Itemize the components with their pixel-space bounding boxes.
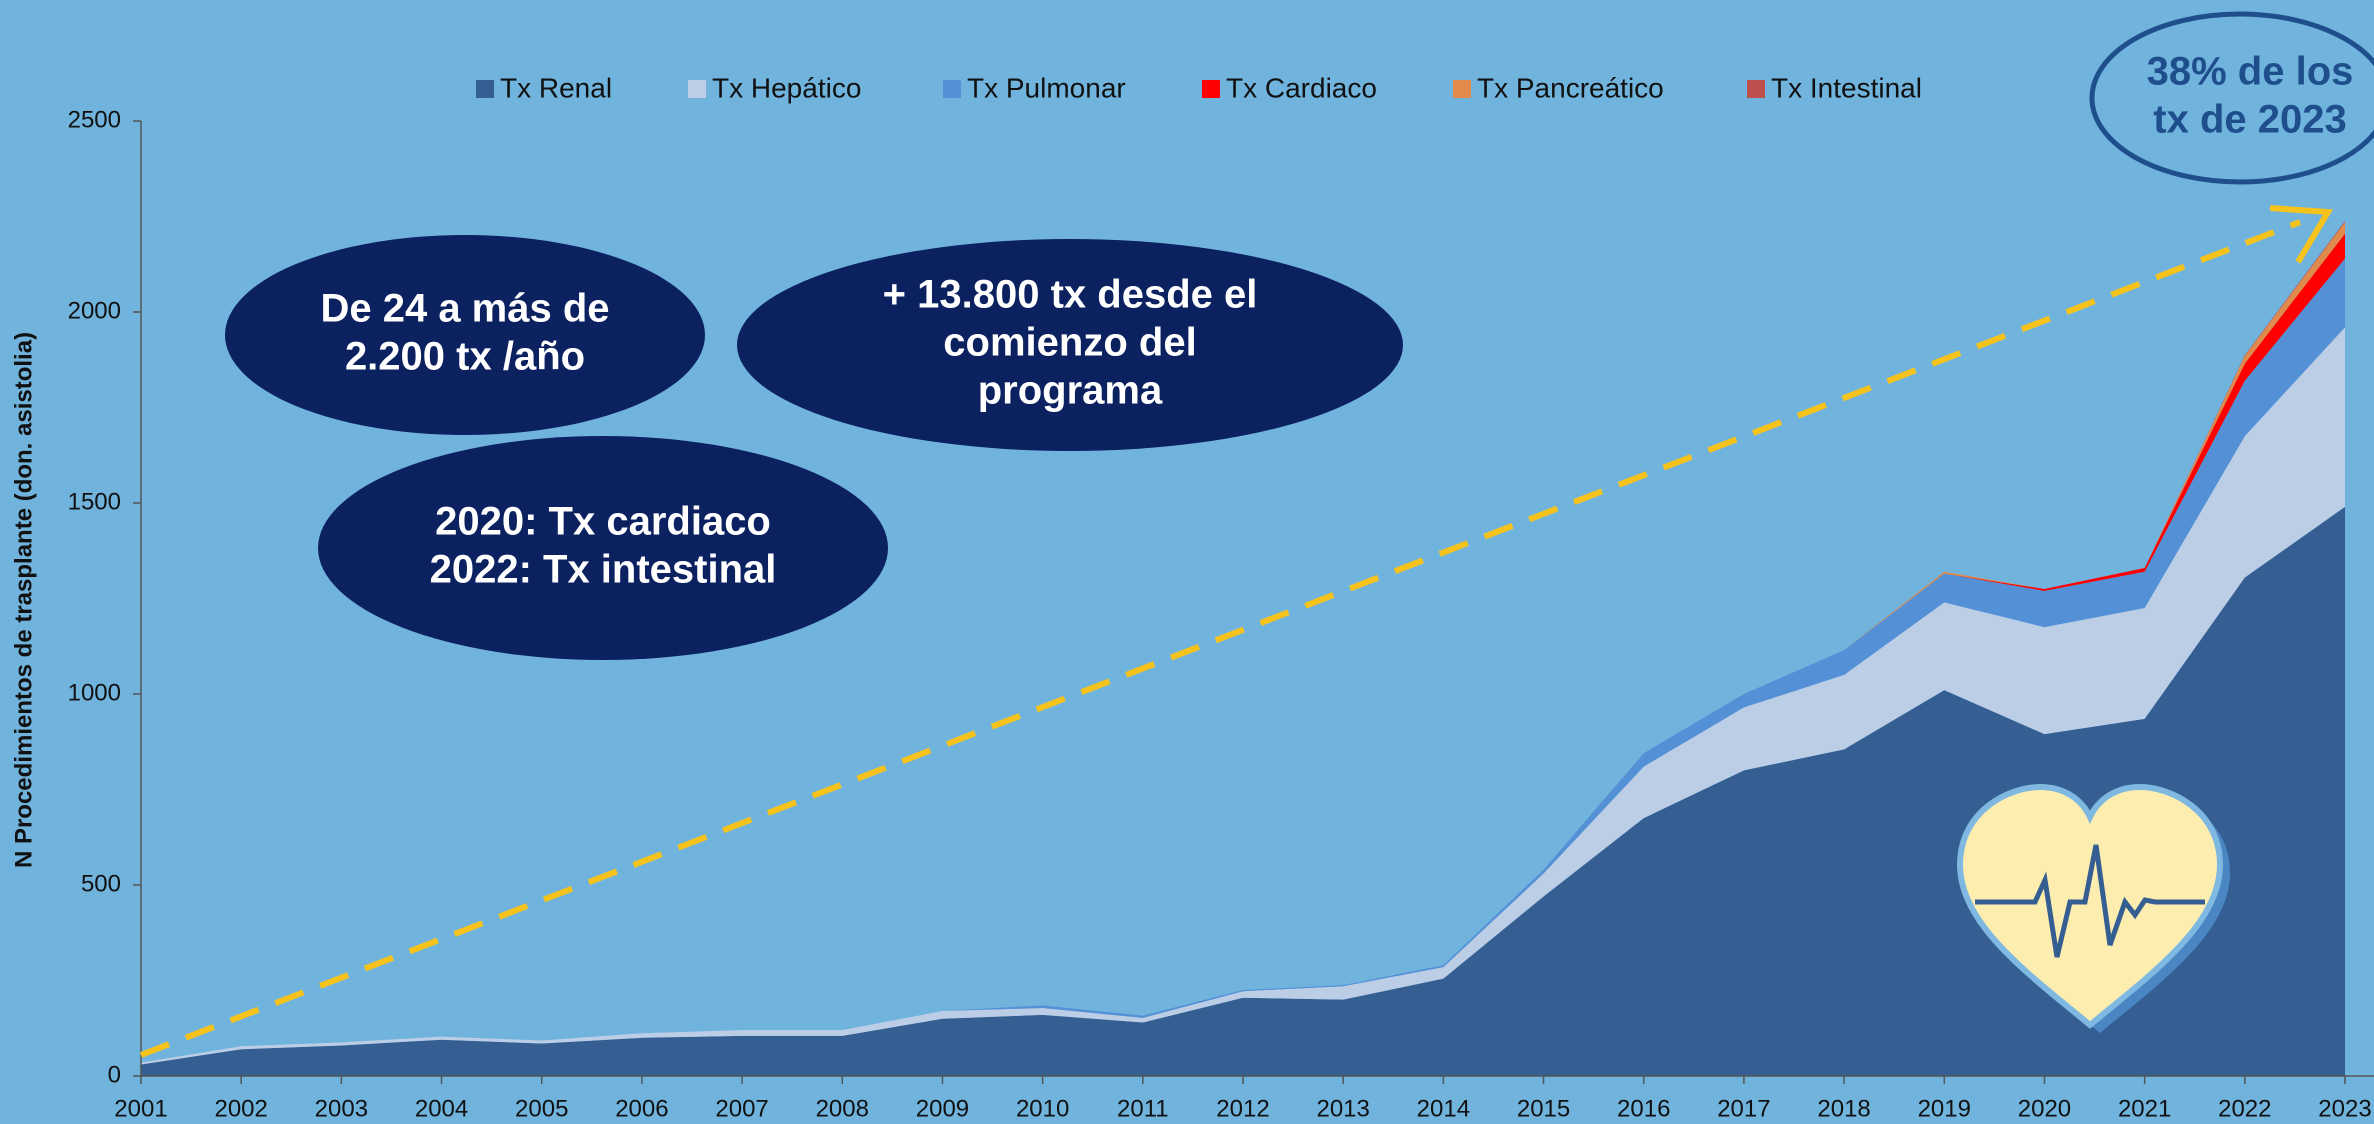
x-tick-label: 2023 [2318, 1095, 2371, 1122]
x-tick-label: 2008 [816, 1095, 869, 1122]
y-tick-label: 1000 [68, 679, 121, 706]
arrow-head [2269, 205, 2334, 264]
legend-swatch [1747, 80, 1765, 98]
x-tick-label: 2021 [2118, 1095, 2171, 1122]
x-tick-label: 2011 [1117, 1095, 1169, 1122]
annotation-bubble [2089, 11, 2374, 185]
annotation-text: programa [978, 369, 1163, 413]
legend-label: Tx Intestinal [1771, 72, 1922, 103]
x-tick-label: 2022 [2218, 1095, 2271, 1122]
area [141, 506, 2345, 1076]
x-tick-label: 2019 [1918, 1095, 1971, 1122]
x-tick-label: 2016 [1617, 1095, 1670, 1122]
x-tick-label: 2003 [315, 1095, 368, 1122]
annotation-text: 2.200 tx /año [345, 335, 585, 379]
heart-icon [1956, 783, 2230, 1033]
x-tick-label: 2009 [916, 1095, 969, 1122]
legend-label: Tx Hepático [712, 72, 861, 103]
annotation-text: 38% de los [2147, 50, 2354, 94]
x-tick-label: 2018 [1817, 1095, 1870, 1122]
y-tick-label: 1500 [68, 488, 121, 515]
x-tick-label: 2001 [114, 1095, 167, 1122]
legend-label: Tx Cardiaco [1226, 72, 1377, 103]
x-tick-label: 2014 [1417, 1095, 1470, 1122]
x-tick-label: 2010 [1016, 1095, 1069, 1122]
x-tick-label: 2004 [415, 1095, 468, 1122]
annotation-bubble [225, 235, 705, 435]
y-axis-label: N Procedimientos de trasplante (don. asi… [10, 332, 37, 868]
legend-swatch [943, 80, 961, 98]
x-tick-label: 2007 [715, 1095, 768, 1122]
x-tick-label: 2005 [515, 1095, 568, 1122]
annotation-bubble [318, 436, 888, 660]
legend-swatch [476, 80, 494, 98]
x-tick-label: 2015 [1517, 1095, 1570, 1122]
x-tick-label: 2012 [1216, 1095, 1269, 1122]
area [141, 327, 2345, 1065]
legend-label: Tx Pancreático [1477, 72, 1664, 103]
legend-label: Tx Renal [500, 72, 612, 103]
legend-swatch [688, 80, 706, 98]
x-tick-label: 2013 [1316, 1095, 1369, 1122]
y-tick-label: 0 [108, 1061, 121, 1088]
annotation-text: comienzo del [943, 321, 1196, 365]
trend-arrow [139, 219, 2302, 1058]
y-tick-label: 2000 [68, 297, 121, 324]
annotation-text: + 13.800 tx desde el [883, 273, 1258, 317]
annotation-bubble [737, 239, 1403, 451]
x-tick-label: 2020 [2018, 1095, 2071, 1122]
legend-swatch [1202, 80, 1220, 98]
x-tick-label: 2006 [615, 1095, 668, 1122]
plot-area [141, 221, 2345, 1076]
annotation-text: 2022: Tx intestinal [430, 548, 777, 592]
annotation-text: De 24 a más de [320, 287, 609, 331]
legend-label: Tx Pulmonar [967, 72, 1126, 103]
x-tick-label: 2002 [214, 1095, 267, 1122]
annotation-text: tx de 2023 [2153, 98, 2346, 142]
legend-swatch [1453, 80, 1471, 98]
x-tick-label: 2017 [1717, 1095, 1770, 1122]
y-tick-label: 2500 [68, 106, 121, 133]
y-tick-label: 500 [81, 870, 121, 897]
annotation-text: 2020: Tx cardiaco [435, 500, 771, 544]
